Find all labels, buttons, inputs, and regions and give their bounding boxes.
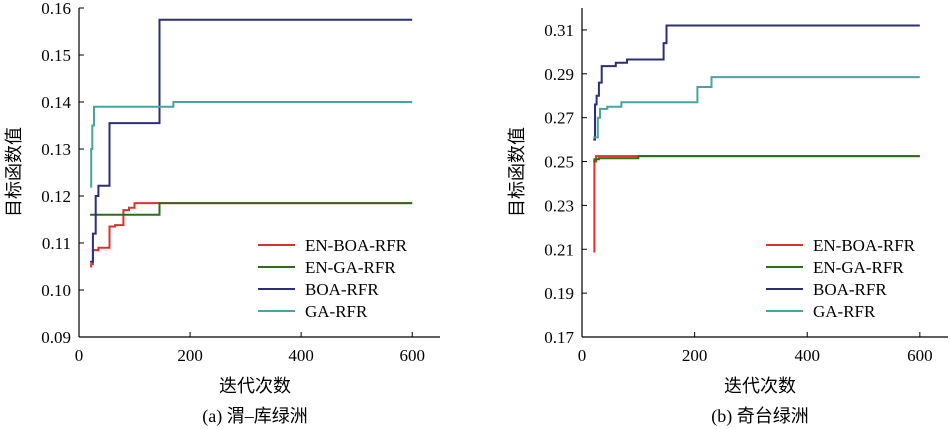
legend-label-1: EN-BOA-RFR <box>813 236 916 255</box>
y-tick-label: 0.29 <box>544 65 574 84</box>
x-tick-label: 600 <box>399 346 425 365</box>
y-tick-label: 0.10 <box>41 281 71 300</box>
y-axis-label: 目标函数值 <box>4 127 24 217</box>
series-line-3 <box>593 24 920 141</box>
x-tick-label: 200 <box>177 346 203 365</box>
y-tick-label: 0.12 <box>41 187 71 206</box>
y-tick-label: 0.16 <box>41 0 71 18</box>
legend-label-2: EN-GA-RFR <box>305 258 396 277</box>
legend-label-2: EN-GA-RFR <box>813 258 904 277</box>
series-line-1 <box>90 202 413 268</box>
chart-panel-1: 0.09 0.10 0.11 0.12 0.13 0.14 0.15 0.16 0 200 400 6… <box>4 0 440 427</box>
x-tick-label: 0 <box>75 346 84 365</box>
x-tick-label: 600 <box>907 346 933 365</box>
x-tick-label: 400 <box>288 346 314 365</box>
x-tick-label: 0 <box>578 346 587 365</box>
legend-label-3: BOA-RFR <box>305 280 379 299</box>
legend-label-1: EN-BOA-RFR <box>305 236 408 255</box>
y-tick-label: 0.09 <box>41 328 71 347</box>
legend-label-4: GA-RFR <box>305 302 368 321</box>
y-tick-label: 0.25 <box>544 153 574 172</box>
chart-caption: (b) 奇台绿洲 <box>711 406 809 427</box>
x-axis-label: 迭代次数 <box>724 376 796 396</box>
y-tick-label: 0.23 <box>544 196 574 215</box>
y-tick-label: 0.17 <box>544 328 574 347</box>
series-line-2 <box>593 155 920 163</box>
chart-caption: (a) 渭–库绿洲 <box>202 406 307 427</box>
y-axis-label: 目标函数值 <box>507 127 527 217</box>
series-line-4 <box>593 76 920 139</box>
y-tick-label: 0.27 <box>544 109 574 128</box>
x-tick-label: 400 <box>794 346 820 365</box>
y-tick-label: 0.14 <box>41 93 71 112</box>
y-tick-label: 0.15 <box>41 46 71 65</box>
y-tick-label: 0.13 <box>41 140 71 159</box>
x-axis-label: 迭代次数 <box>219 376 291 396</box>
y-tick-label: 0.11 <box>42 234 71 253</box>
x-tick-label: 200 <box>682 346 708 365</box>
series-line-3 <box>90 18 413 263</box>
y-tick-label: 0.19 <box>544 284 574 303</box>
y-tick-label: 0.31 <box>544 21 574 40</box>
legend-label-3: BOA-RFR <box>813 280 887 299</box>
y-tick-label: 0.21 <box>544 240 574 259</box>
chart-panel-2: 0.17 0.19 0.21 0.23 0.25 0.27 0.29 0.31 0 200 400 6… <box>507 8 948 427</box>
series-line-2 <box>90 202 413 216</box>
series-line-4 <box>90 101 413 188</box>
legend-label-4: GA-RFR <box>813 302 876 321</box>
